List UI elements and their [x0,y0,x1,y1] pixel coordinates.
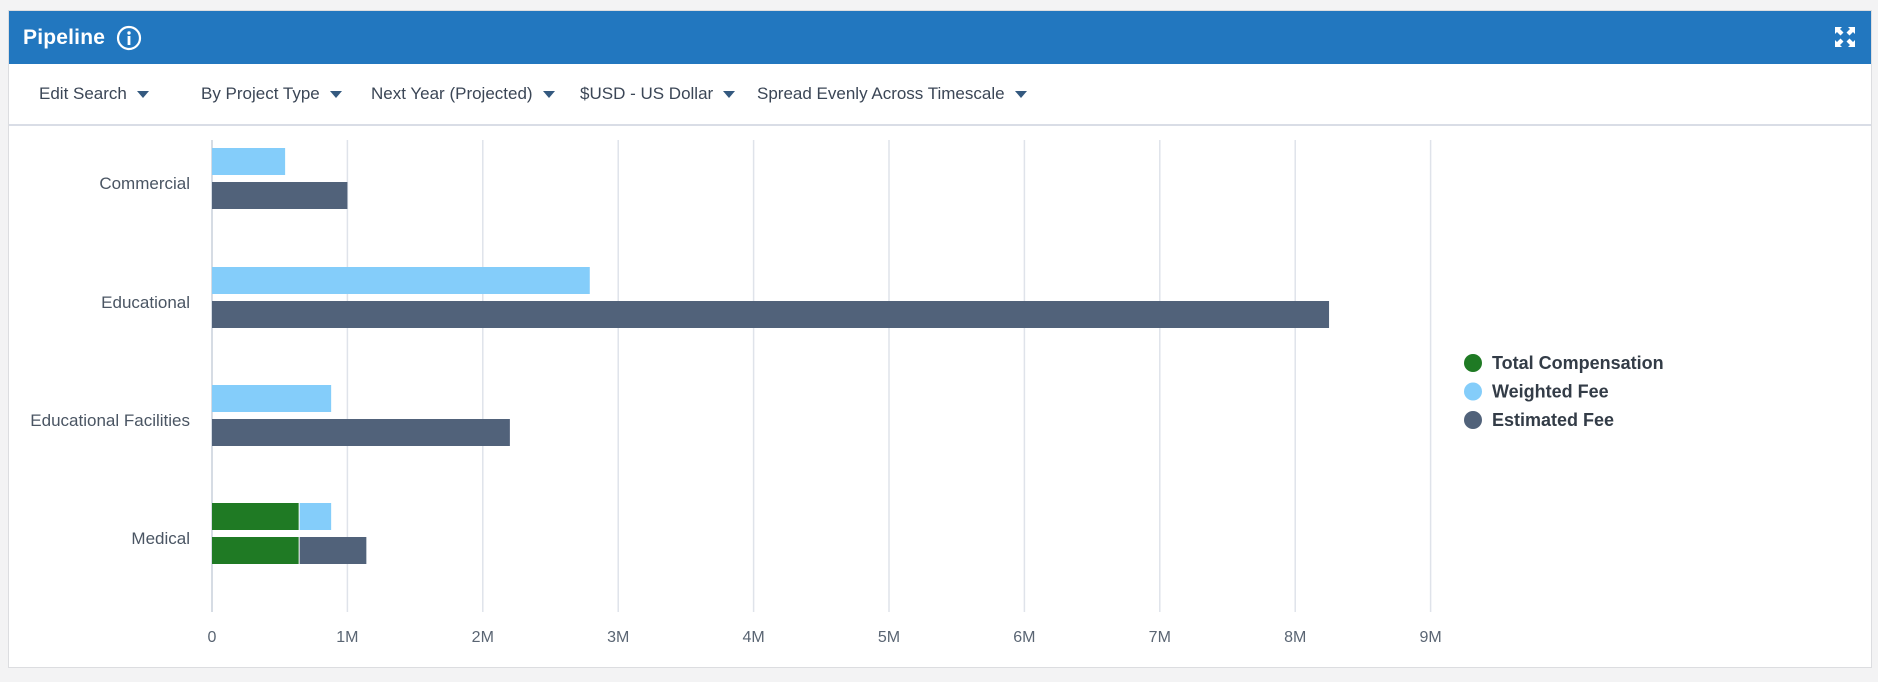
x-tick-label: 4M [742,629,764,646]
caret-down-icon [723,90,736,98]
x-tick-label: 6M [1013,629,1035,646]
legend-marker [1464,411,1482,429]
edit-search-dropdown[interactable]: Edit Search [39,64,149,124]
legend-label: Weighted Fee [1492,382,1609,402]
legend-marker [1464,382,1482,401]
group-by-label: By Project Type [201,84,320,103]
group-by-dropdown[interactable]: By Project Type [201,64,342,124]
bar-estimated-fee [299,537,367,564]
x-tick-label: 9M [1419,629,1441,646]
category-label: Educational Facilities [30,411,190,430]
widget-title: Pipeline [23,25,106,49]
period-label: Next Year (Projected) [371,84,533,103]
bar-weighted-fee [299,503,332,530]
bar-weighted-fee [212,385,332,412]
expand-icon[interactable] [1833,25,1857,49]
category-label: Medical [131,529,190,548]
x-tick-label: 3M [607,629,629,646]
caret-down-icon [329,90,342,98]
spread-label: Spread Evenly Across Timescale [757,84,1005,103]
category-label: Educational [101,293,190,312]
legend-label: Total Compensation [1492,353,1664,373]
legend-marker [1464,354,1482,372]
bar-estimated-fee [212,419,510,446]
edit-search-label: Edit Search [39,84,127,103]
x-tick-label: 0 [208,629,217,646]
x-tick-label: 7M [1149,629,1171,646]
bar-estimated-fee [212,182,348,209]
bar-weighted-fee [212,148,286,175]
x-tick-label: 2M [472,629,494,646]
currency-dropdown[interactable]: $USD - US Dollar [580,64,736,124]
legend-label: Estimated Fee [1492,410,1614,430]
currency-label: $USD - US Dollar [580,84,714,103]
caret-down-icon [1014,90,1027,98]
filter-toolbar: Edit Search By Project Type Next Year (P… [9,64,1871,126]
x-tick-label: 5M [878,629,900,646]
bar-total-compensation [212,503,299,530]
widget-header: Pipeline [9,11,1871,64]
bar-estimated-fee [212,301,1330,328]
bar-total-compensation [212,537,299,564]
info-icon[interactable] [116,25,142,51]
x-tick-label: 8M [1284,629,1306,646]
x-tick-label: 1M [336,629,358,646]
category-label: Commercial [99,174,190,193]
bar-weighted-fee [212,267,590,294]
caret-down-icon [542,90,555,98]
spread-dropdown[interactable]: Spread Evenly Across Timescale [757,64,1027,124]
caret-down-icon [136,90,149,98]
period-dropdown[interactable]: Next Year (Projected) [371,64,555,124]
